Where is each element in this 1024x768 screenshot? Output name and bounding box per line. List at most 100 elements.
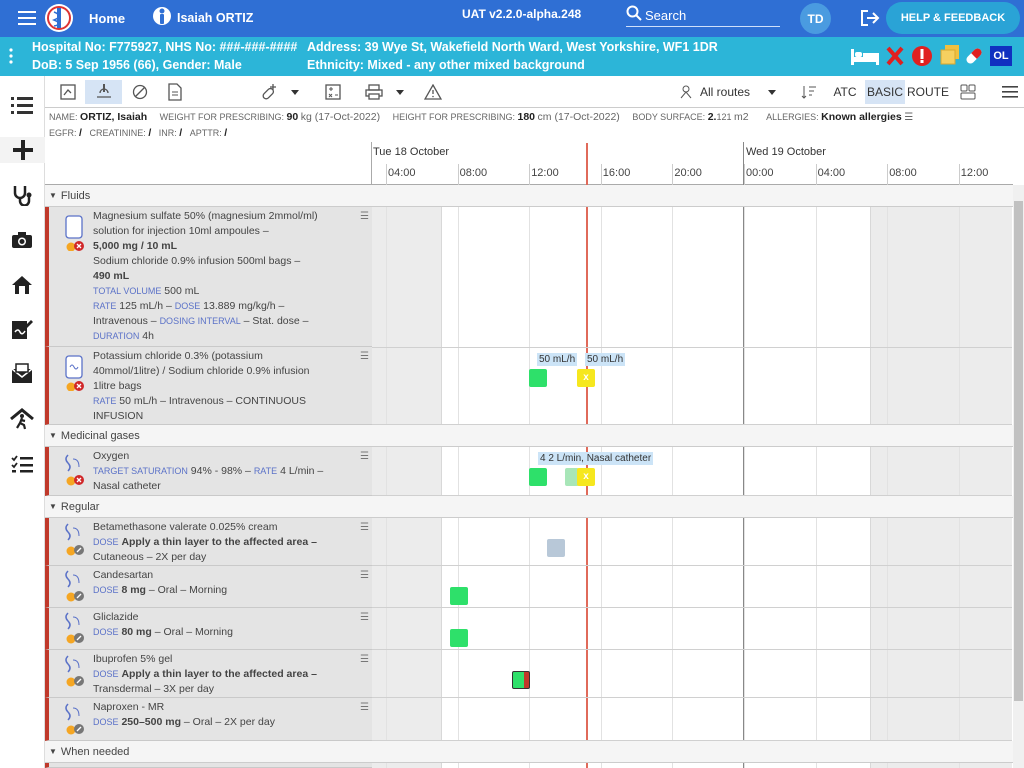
medication-row-gliclazide[interactable]: ☰ Gliclazide DOSE 80 mg – Oral – Morning: [45, 608, 372, 650]
home-link[interactable]: Home: [89, 11, 126, 26]
rate-label: RATE: [93, 396, 117, 406]
section-regular[interactable]: ▼ Regular: [45, 496, 1013, 518]
row-menu-icon[interactable]: ☰: [360, 451, 369, 462]
logout-icon[interactable]: [860, 9, 880, 27]
document-icon[interactable]: [164, 80, 186, 104]
given-marker[interactable]: [450, 587, 468, 605]
dose-value: Apply a thin layer to the affected area …: [121, 668, 317, 680]
kebab-menu-icon[interactable]: [9, 48, 13, 67]
time-tick-line: [815, 164, 817, 185]
given-marker[interactable]: [529, 369, 547, 387]
due-marker[interactable]: x: [577, 468, 595, 486]
pending-marker[interactable]: [547, 539, 565, 557]
grid-line: [457, 185, 459, 768]
bed-icon[interactable]: [850, 45, 880, 70]
sort-icon[interactable]: [800, 80, 818, 104]
time-tick-label: 04:00: [817, 167, 846, 179]
ol-badge[interactable]: OL: [990, 46, 1012, 66]
rate-note[interactable]: 50 mL/h: [585, 353, 626, 366]
basic-tab[interactable]: BASIC: [865, 80, 905, 104]
pill-icon[interactable]: [963, 45, 985, 70]
med-name-line: solution for injection 10ml ampoules –: [93, 225, 269, 237]
no-entry-icon[interactable]: [129, 80, 151, 104]
row-menu-icon[interactable]: ☰: [360, 570, 369, 581]
row-menu-icon[interactable]: ☰: [360, 612, 369, 623]
medication-row-betamethasone[interactable]: ☰ Betamethasone valerate 0.025% cream DO…: [45, 518, 372, 566]
stethoscope-icon[interactable]: [9, 182, 35, 208]
vertical-scrollbar[interactable]: [1013, 185, 1024, 768]
patient-name[interactable]: Isaiah ORTIZ: [177, 11, 254, 25]
notes-icon[interactable]: [939, 44, 961, 69]
top-bar: Home Isaiah ORTIZ UAT v2.2.0-alpha.248 S…: [0, 0, 1024, 37]
rate-note[interactable]: 50 mL/h: [537, 353, 578, 366]
route-frequency: Cutaneous – 2X per day: [93, 551, 207, 563]
address: Address: 39 Wye St, Wakefield North Ward…: [307, 40, 718, 54]
atc-tab[interactable]: ATC: [833, 85, 857, 99]
row-menu-icon[interactable]: ☰: [360, 522, 369, 533]
time-tick-line: [386, 164, 387, 185]
section-fluids[interactable]: ▼ Fluids: [45, 185, 1013, 207]
timeline-grid[interactable]: [372, 143, 1012, 768]
medication-row-magnesium[interactable]: ☰ Magnesium sulfate 50% (magnesium 2mmol…: [45, 207, 372, 347]
collapse-icon[interactable]: ▼: [49, 747, 57, 756]
route-tab[interactable]: ROUTE: [907, 85, 949, 99]
medication-row-naproxen[interactable]: ☰ Naproxen - MR DOSE 250–500 mg – Oral –…: [45, 698, 372, 741]
calculator-icon[interactable]: [322, 80, 344, 104]
medication-row-candesartan[interactable]: ☰ Candesartan DOSE 8 mg – Oral – Morning: [45, 566, 372, 608]
add-medication-icon[interactable]: [258, 80, 280, 104]
print-icon[interactable]: [363, 80, 385, 104]
due-marker[interactable]: x: [577, 369, 595, 387]
given-marker[interactable]: [529, 468, 547, 486]
add-med-dropdown-icon[interactable]: [288, 80, 302, 104]
time-tick-label: 00:00: [746, 167, 774, 179]
weight-value: 90: [286, 111, 299, 123]
user-avatar[interactable]: TD: [800, 3, 831, 34]
collapse-icon[interactable]: ▼: [49, 191, 57, 200]
row-menu-icon[interactable]: ☰: [360, 702, 369, 713]
routes-select[interactable]: All routes: [700, 80, 820, 104]
print-dropdown-icon[interactable]: [393, 80, 407, 104]
view-chart-icon[interactable]: [57, 80, 79, 104]
medication-row-potassium-chloride[interactable]: ☰ Potassium chloride 0.3% (potassium 40m…: [45, 347, 372, 425]
section-medicinal-gases[interactable]: ▼ Medicinal gases: [45, 425, 1013, 447]
row-menu-icon[interactable]: ☰: [360, 351, 369, 362]
collapse-icon[interactable]: ▼: [49, 431, 57, 440]
time-tick-label: 16:00: [602, 167, 631, 179]
infusion-segment[interactable]: [565, 468, 579, 486]
mail-icon[interactable]: [9, 361, 35, 387]
section-when-needed[interactable]: ▼ When needed: [45, 741, 1013, 763]
help-feedback-button[interactable]: HELP & FEEDBACK: [886, 2, 1020, 34]
scrollbar-thumb[interactable]: [1014, 201, 1023, 701]
red-x-alert-icon[interactable]: [886, 46, 904, 69]
warning-alert-icon[interactable]: [911, 45, 933, 70]
list-icon[interactable]: [9, 92, 35, 118]
row-menu-icon[interactable]: ☰: [360, 654, 369, 665]
partial-marker[interactable]: [512, 671, 530, 689]
collapse-icon[interactable]: ▼: [49, 502, 57, 511]
allergies-value[interactable]: Known allergies: [821, 111, 902, 123]
camera-icon[interactable]: [9, 227, 35, 253]
medication-row-partial[interactable]: [45, 763, 372, 768]
routes-select-value: All routes: [700, 85, 751, 99]
day-label-wed: Wed 19 October: [746, 146, 826, 158]
more-menu-icon[interactable]: [999, 80, 1021, 104]
hamburger-icon[interactable]: [18, 10, 36, 26]
infusion-view-icon[interactable]: [85, 80, 122, 104]
row-menu-icon[interactable]: ☰: [360, 211, 369, 222]
medication-row-oxygen[interactable]: ☰ Oxygen TARGET SATURATION 94% - 98% – R…: [45, 447, 372, 496]
add-icon[interactable]: [0, 137, 45, 163]
sign-document-icon[interactable]: [9, 316, 35, 342]
given-marker[interactable]: [450, 629, 468, 647]
search-input[interactable]: Search: [626, 5, 780, 27]
name-value: ORTIZ, Isaiah: [80, 111, 148, 123]
emergency-exit-icon[interactable]: [9, 406, 35, 432]
rate-note[interactable]: 4 2 L/min, Nasal catheter: [538, 452, 654, 465]
checklist-icon[interactable]: [9, 451, 35, 477]
grouping-icon[interactable]: [958, 80, 978, 104]
home-icon[interactable]: [9, 272, 35, 298]
medication-row-ibuprofen[interactable]: ☰ Ibuprofen 5% gel DOSE Apply a thin lay…: [45, 650, 372, 698]
allergies-menu-icon[interactable]: ☰: [904, 112, 914, 123]
med-name: Ibuprofen 5% gel: [93, 653, 173, 665]
warning-icon[interactable]: [422, 80, 444, 104]
app-logo[interactable]: [44, 2, 74, 34]
